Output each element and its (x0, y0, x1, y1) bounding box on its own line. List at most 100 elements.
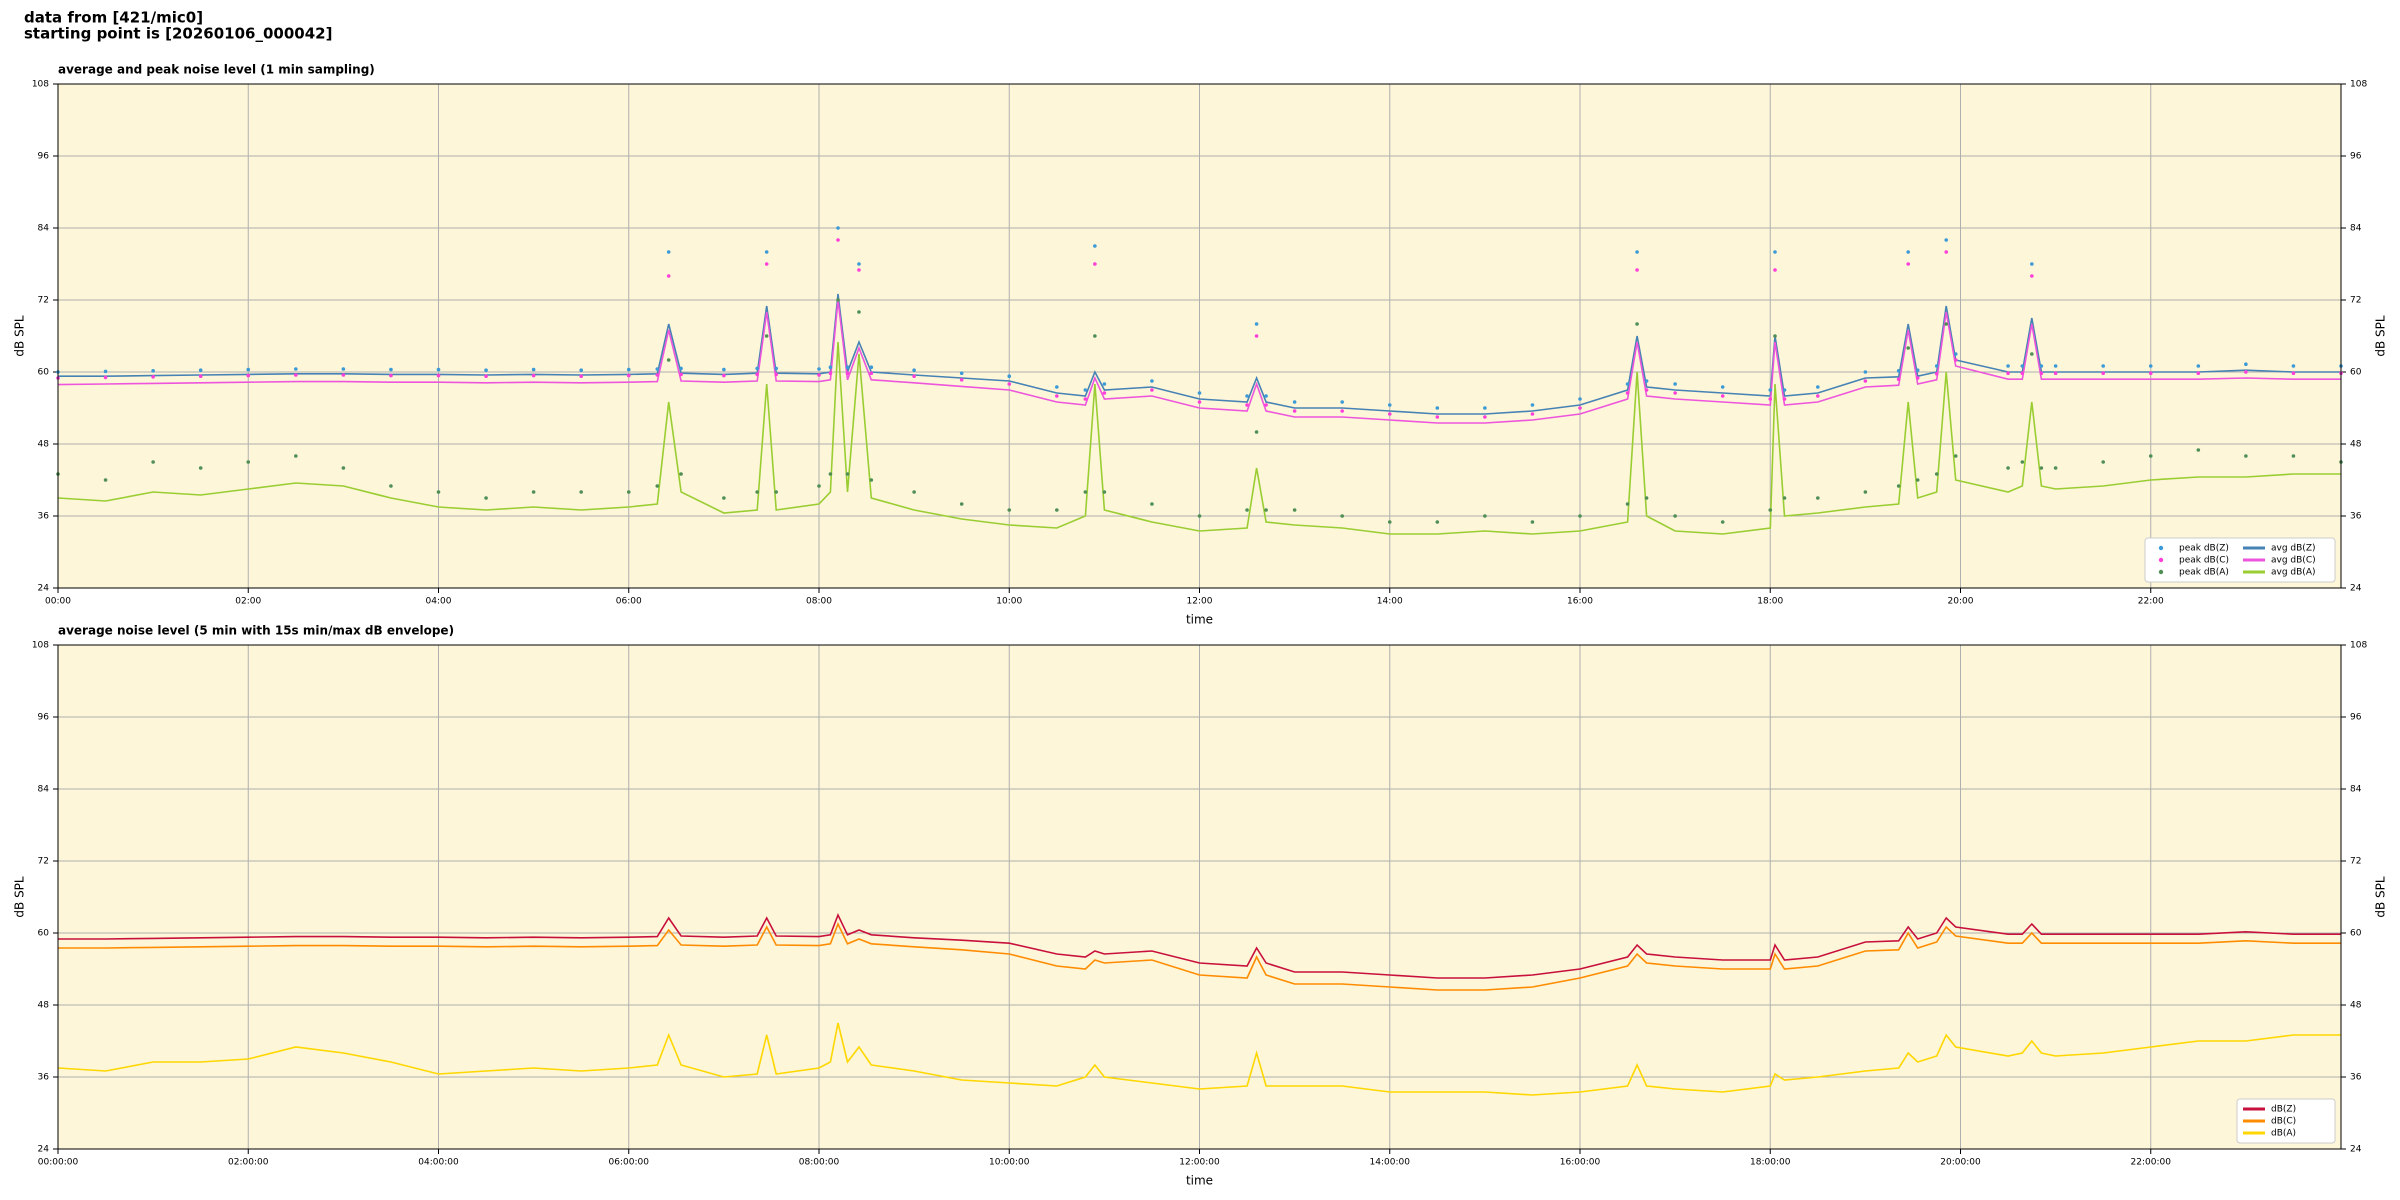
peak-point (294, 373, 298, 377)
x-tick-label: 10:00:00 (989, 1158, 1030, 1168)
peak-point (774, 490, 778, 494)
peak-point (626, 490, 631, 494)
peak-point (1934, 472, 1939, 476)
y-tick-label: 36 (38, 1073, 50, 1083)
peak-point (1944, 322, 1949, 326)
peak-point (755, 490, 759, 494)
plot-frame (57, 83, 2342, 589)
peak-point (1635, 268, 1639, 272)
peak-point (1530, 412, 1535, 416)
peak-point (2148, 454, 2153, 458)
y-tick-label: 108 (32, 80, 49, 90)
y-tick-label: 96 (2350, 152, 2362, 162)
x-tick-label: 06:00:00 (609, 1158, 650, 1168)
y-axis-label: dB SPL (2374, 876, 2388, 918)
x-tick-label: 14:00:00 (1370, 1158, 1411, 1168)
peak-point (579, 374, 583, 379)
peak-point (484, 368, 488, 373)
peak-point (579, 368, 583, 373)
peak-point (845, 371, 850, 376)
y-tick-label: 108 (2350, 80, 2367, 90)
peak-point (1292, 409, 1297, 413)
peak-point (2006, 371, 2010, 376)
peak-point (1906, 262, 1910, 266)
peak-point (1816, 385, 1820, 389)
peak-point (828, 371, 833, 376)
peak-point (1578, 397, 1582, 401)
y-tick-label: 96 (2350, 713, 2362, 723)
peak-point (2030, 262, 2034, 266)
peak-point (1934, 364, 1939, 368)
peak-point (1953, 352, 1958, 356)
peak-point (246, 373, 251, 378)
peak-point (151, 460, 155, 464)
peak-point (246, 367, 251, 372)
peak-point (857, 310, 861, 314)
x-tick-label: 16:00:00 (1560, 1158, 1601, 1168)
x-tick-label: 14:00 (1377, 597, 1403, 607)
peak-point (531, 490, 536, 494)
series-line (57, 1022, 2341, 1096)
peak-point (1673, 391, 1677, 395)
peak-point (1896, 484, 1901, 488)
peak-point (2020, 364, 2025, 368)
peak-point (1264, 508, 1268, 512)
peak-point (1340, 400, 1344, 404)
peak-point (1906, 346, 1910, 350)
x-tick-label: 04:00 (426, 597, 452, 607)
legend-label: peak dB(Z) (2179, 544, 2229, 554)
peak-point (103, 478, 108, 482)
peak-point (2101, 371, 2105, 376)
peak-point (836, 298, 840, 302)
peak-point (294, 367, 298, 371)
peak-point (1673, 514, 1677, 518)
peak-point (722, 496, 726, 500)
peak-point (1816, 394, 1820, 398)
legend-label: dB(A) (2271, 1129, 2296, 1139)
peak-point (2291, 454, 2296, 458)
peak-point (1254, 430, 1259, 434)
x-tick-label: 08:00 (806, 597, 832, 607)
peak-point (246, 460, 251, 464)
y-axis-label: dB SPL (13, 876, 27, 918)
peak-point (1254, 334, 1259, 338)
peak-point (774, 372, 778, 377)
peak-point (198, 368, 203, 373)
peak-point (774, 366, 778, 371)
y-tick-label: 60 (38, 368, 50, 378)
peak-point (2291, 364, 2296, 368)
peak-point (2244, 454, 2248, 458)
peak-point (1953, 358, 1958, 362)
peak-point (626, 373, 631, 378)
x-tick-label: 12:00 (1187, 597, 1213, 607)
peak-point (857, 262, 861, 266)
peak-point (531, 373, 536, 378)
peak-point (1915, 376, 1920, 380)
x-tick-label: 20:00 (1948, 597, 1974, 607)
series-line (57, 341, 2341, 535)
peak-point (1578, 514, 1582, 518)
peak-point (1578, 406, 1582, 410)
peak-point (1055, 385, 1059, 389)
x-axis-label: time (1186, 613, 1213, 627)
peak-point (764, 262, 769, 266)
peak-point (2196, 371, 2201, 376)
peak-point (836, 238, 840, 242)
peak-point (959, 378, 964, 382)
y-axis-label: dB SPL (13, 315, 27, 357)
peak-point (103, 369, 108, 374)
y-axis-label: dB SPL (2374, 315, 2388, 357)
peak-point (1245, 508, 1249, 512)
peak-point (817, 367, 821, 371)
peak-point (484, 496, 488, 500)
peak-point (1245, 394, 1249, 398)
peak-point (1150, 388, 1154, 392)
peak-point (1768, 388, 1773, 392)
peak-point (1625, 391, 1630, 395)
peak-point (869, 478, 874, 482)
y-tick-label: 72 (38, 857, 49, 867)
x-tick-label: 18:00:00 (1750, 1158, 1791, 1168)
peak-point (1197, 400, 1202, 404)
peak-point (2244, 362, 2248, 367)
peak-point (845, 365, 850, 370)
